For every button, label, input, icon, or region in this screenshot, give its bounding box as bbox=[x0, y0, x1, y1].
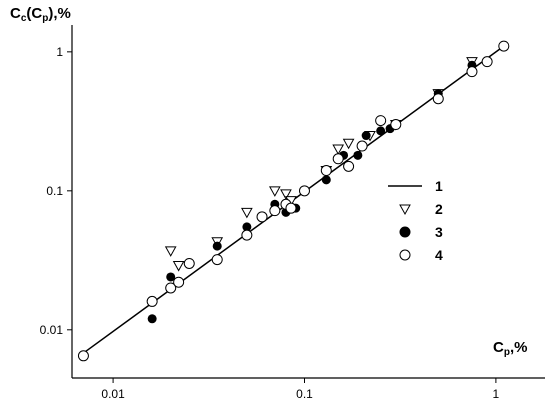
legend-label: 3 bbox=[435, 224, 443, 240]
point bbox=[498, 40, 510, 52]
point bbox=[241, 229, 253, 241]
legend-label: 2 bbox=[435, 201, 443, 217]
point bbox=[285, 202, 297, 214]
point bbox=[183, 257, 195, 269]
point bbox=[147, 314, 157, 324]
point bbox=[77, 350, 89, 362]
point bbox=[166, 272, 176, 282]
x-axis-label-part: ,% bbox=[510, 339, 528, 356]
point bbox=[146, 295, 158, 307]
legend-marker bbox=[399, 226, 411, 238]
x-axis-label-part: p bbox=[504, 347, 510, 358]
legend-marker bbox=[399, 204, 411, 216]
y-axis-label-part: ),% bbox=[48, 5, 71, 22]
x-tick-label: 1 bbox=[493, 387, 500, 401]
y-axis-label: Cc(Cp),% bbox=[10, 5, 71, 24]
point bbox=[332, 153, 344, 165]
x-axis-label: Cp,% bbox=[493, 339, 527, 358]
point bbox=[280, 189, 292, 200]
point bbox=[211, 254, 223, 266]
y-tick-label: 0.1 bbox=[46, 184, 63, 198]
y-axis-label-part: (C bbox=[26, 5, 42, 22]
y-axis-label-part: p bbox=[42, 13, 48, 24]
point bbox=[320, 165, 332, 177]
point bbox=[173, 276, 185, 288]
point bbox=[375, 115, 387, 127]
point bbox=[432, 93, 444, 105]
point bbox=[321, 175, 331, 185]
point bbox=[164, 246, 177, 257]
point bbox=[361, 131, 371, 141]
point bbox=[298, 185, 310, 197]
legend-label: 1 bbox=[435, 178, 443, 194]
point bbox=[241, 207, 253, 219]
point bbox=[466, 66, 478, 78]
point bbox=[212, 241, 222, 251]
x-tick-label: 0.01 bbox=[101, 387, 125, 401]
point bbox=[342, 138, 355, 150]
x-axis-label-part: C bbox=[493, 339, 504, 356]
legend-label: 4 bbox=[435, 247, 443, 263]
point bbox=[343, 160, 355, 172]
point bbox=[353, 150, 363, 160]
point bbox=[332, 144, 345, 156]
y-tick-label: 0.01 bbox=[40, 323, 64, 337]
point bbox=[390, 119, 402, 131]
x-tick-label: 0.1 bbox=[296, 387, 313, 401]
point bbox=[269, 205, 281, 217]
legend-marker bbox=[399, 249, 411, 261]
point bbox=[356, 140, 368, 152]
point bbox=[481, 56, 493, 68]
y-axis-label-part: c bbox=[21, 13, 27, 24]
point bbox=[376, 126, 386, 136]
point bbox=[172, 261, 185, 272]
y-axis-label-part: C bbox=[10, 5, 21, 22]
y-tick-label: 1 bbox=[56, 45, 63, 59]
point bbox=[165, 282, 177, 294]
point bbox=[256, 211, 268, 223]
point bbox=[242, 222, 252, 232]
point bbox=[268, 186, 281, 197]
